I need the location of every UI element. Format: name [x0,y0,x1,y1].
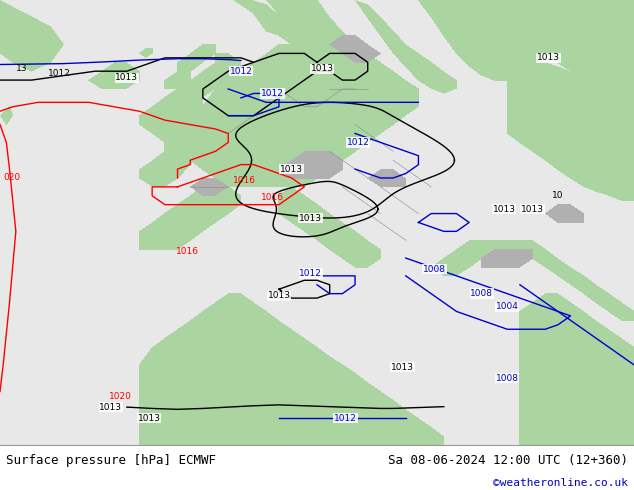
Text: 1020: 1020 [109,392,132,401]
Text: 1013: 1013 [493,205,515,214]
Text: 1012: 1012 [261,89,284,98]
Text: 1016: 1016 [176,247,198,256]
Text: Surface pressure [hPa] ECMWF: Surface pressure [hPa] ECMWF [6,454,216,467]
Text: 1008: 1008 [470,289,493,298]
Text: 10: 10 [552,191,563,200]
Text: 1013: 1013 [138,414,160,423]
Text: 1013: 1013 [311,65,333,74]
Text: 1004: 1004 [496,302,519,312]
Text: 1008: 1008 [496,374,519,383]
Text: 1012: 1012 [347,138,370,147]
Text: 1013: 1013 [280,165,303,173]
Text: 1013: 1013 [115,74,138,82]
Text: 1012: 1012 [48,69,70,78]
Text: 1013: 1013 [299,214,322,222]
Text: 13: 13 [16,65,27,74]
Text: 1013: 1013 [100,403,122,412]
Text: Sa 08-06-2024 12:00 UTC (12+360): Sa 08-06-2024 12:00 UTC (12+360) [387,454,628,467]
Text: 1013: 1013 [537,53,560,62]
Text: 1016: 1016 [233,176,256,185]
Text: 1013: 1013 [268,292,290,300]
Text: 1012: 1012 [230,67,252,75]
Text: 1013: 1013 [391,363,414,371]
Text: 1008: 1008 [423,265,446,274]
Text: 1016: 1016 [261,194,284,202]
Text: 1012: 1012 [334,414,357,423]
Text: ©weatheronline.co.uk: ©weatheronline.co.uk [493,478,628,488]
Text: 1012: 1012 [299,269,322,278]
Text: 1013: 1013 [521,205,544,214]
Text: 020: 020 [3,173,20,182]
